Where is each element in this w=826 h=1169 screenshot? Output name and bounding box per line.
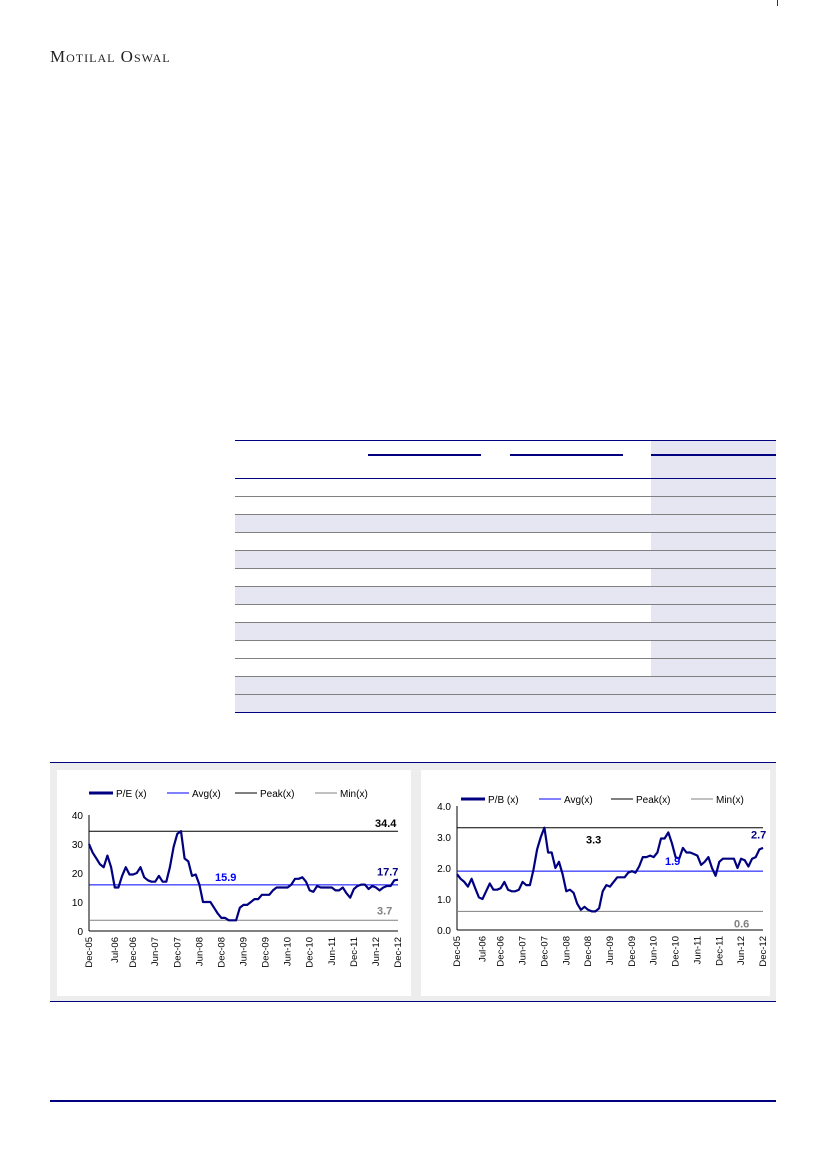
- y-tick-label: 0: [77, 927, 83, 938]
- footer-rule: [50, 1100, 776, 1102]
- y-tick-label: 10: [72, 898, 84, 909]
- last-value-label: 17.7: [377, 867, 398, 879]
- y-tick-label: 4.0: [437, 802, 451, 813]
- x-tick-label: Dec-09: [261, 937, 272, 968]
- y-tick-label: 2.0: [437, 864, 451, 875]
- legend-entry: Avg(x): [192, 789, 221, 800]
- pb-chart-panel: 0.0 1.0 2.0 3.0 4.0 Dec-05 Jul-06 Dec-06 Jun-07 D…: [421, 770, 770, 996]
- x-tick-label: Dec-08: [216, 937, 227, 968]
- table-row: [235, 695, 776, 713]
- x-tick-label: Dec-07: [172, 937, 183, 968]
- table-row: [235, 569, 776, 587]
- brand-logo: Motilal Oswal: [50, 47, 171, 66]
- table-row: [235, 479, 776, 497]
- pe-chart: 0 10 20 30 40 Dec-05 Jul-06 Dec-06 Jun-07 Dec-07 J…: [72, 789, 404, 968]
- corner-mark: [777, 0, 778, 6]
- x-tick-label: Dec-10: [305, 937, 316, 968]
- min-value-label: 3.7: [377, 905, 392, 917]
- series-line: [456, 826, 764, 913]
- x-tick-label: Dec-10: [671, 936, 682, 967]
- x-tick-label: Jun-11: [692, 936, 703, 964]
- y-tick-label: 30: [72, 840, 84, 851]
- peak-value-label: 3.3: [586, 835, 601, 847]
- table-row: [235, 641, 776, 659]
- table-row: [235, 515, 776, 533]
- column-shade: [651, 641, 776, 658]
- table-row: [235, 587, 776, 605]
- x-tick-label: Jul-06: [478, 936, 489, 962]
- min-value-label: 0.6: [734, 918, 749, 930]
- x-tick-label: Jun-11: [327, 937, 338, 965]
- x-tick-label: Jun-07: [150, 937, 161, 966]
- column-shade: [651, 659, 776, 676]
- legend-entry: Peak(x): [636, 795, 670, 806]
- x-tick-label: Dec-05: [452, 936, 463, 967]
- table-header: [235, 440, 776, 479]
- x-tick-label: Dec-08: [583, 936, 594, 967]
- legend-entry: Min(x): [716, 795, 744, 806]
- x-tick-label: Dec-06: [496, 936, 507, 967]
- last-value-label: 2.7: [751, 829, 766, 841]
- x-tick-label: Dec-12: [758, 936, 769, 967]
- header-group-rule: [368, 454, 481, 456]
- column-shade: [651, 569, 776, 586]
- avg-value-label: 1.9: [665, 856, 680, 868]
- legend-entry: P/B (x): [488, 795, 519, 806]
- x-tick-label: Jul-06: [110, 937, 121, 963]
- table-row: [235, 659, 776, 677]
- x-tick-label: Jun-12: [371, 937, 382, 966]
- column-shade: [651, 605, 776, 622]
- pe-chart-panel: 0 10 20 30 40 Dec-05 Jul-06 Dec-06 Jun-07 Dec-07 J…: [57, 770, 411, 996]
- table-row: [235, 551, 776, 569]
- legend-entry: Peak(x): [260, 789, 294, 800]
- header-group-rule: [510, 454, 623, 456]
- x-tick-label: Jun-10: [649, 936, 660, 965]
- avg-value-label: 15.9: [215, 872, 236, 884]
- x-tick-label: Jun-09: [239, 937, 250, 966]
- table-row: [235, 623, 776, 641]
- pb-chart: 0.0 1.0 2.0 3.0 4.0 Dec-05 Jul-06 Dec-06 Jun-07 D…: [437, 795, 769, 967]
- series-line: [87, 830, 399, 922]
- x-tick-label: Dec-12: [393, 937, 404, 968]
- x-tick-label: Jun-07: [518, 936, 529, 965]
- column-shade: [651, 533, 776, 550]
- y-tick-label: 0.0: [437, 926, 451, 937]
- x-tick-label: Dec-06: [128, 937, 139, 968]
- valuation-table: [235, 440, 776, 713]
- x-tick-label: Jun-09: [605, 936, 616, 965]
- y-tick-label: 3.0: [437, 833, 451, 844]
- x-tick-label: Dec-11: [714, 936, 725, 966]
- y-tick-label: 40: [72, 811, 84, 822]
- legend-entry: Min(x): [340, 789, 368, 800]
- x-tick-label: Dec-09: [627, 936, 638, 967]
- header-group-rule: [651, 454, 776, 456]
- column-shade: [651, 479, 776, 496]
- x-tick-label: Dec-11: [349, 937, 360, 967]
- x-tick-label: Dec-05: [84, 937, 95, 968]
- table-row: [235, 533, 776, 551]
- header-shade: [651, 441, 776, 478]
- valuation-charts-box: 0 10 20 30 40 Dec-05 Jul-06 Dec-06 Jun-07 Dec-07 J…: [50, 762, 776, 1002]
- x-tick-label: Jun-08: [561, 936, 572, 965]
- x-tick-label: Jun-10: [283, 937, 294, 966]
- y-tick-label: 1.0: [437, 895, 451, 906]
- legend-entry: Avg(x): [564, 795, 593, 806]
- x-tick-label: Dec-07: [539, 936, 550, 967]
- table-row: [235, 677, 776, 695]
- table-row: [235, 605, 776, 623]
- y-tick-label: 20: [72, 869, 84, 880]
- legend-entry: P/E (x): [116, 789, 147, 800]
- table-row: [235, 497, 776, 515]
- x-tick-label: Jun-08: [194, 937, 205, 966]
- x-tick-label: Jun-12: [736, 936, 747, 965]
- peak-value-label: 34.4: [375, 818, 397, 830]
- column-shade: [651, 497, 776, 514]
